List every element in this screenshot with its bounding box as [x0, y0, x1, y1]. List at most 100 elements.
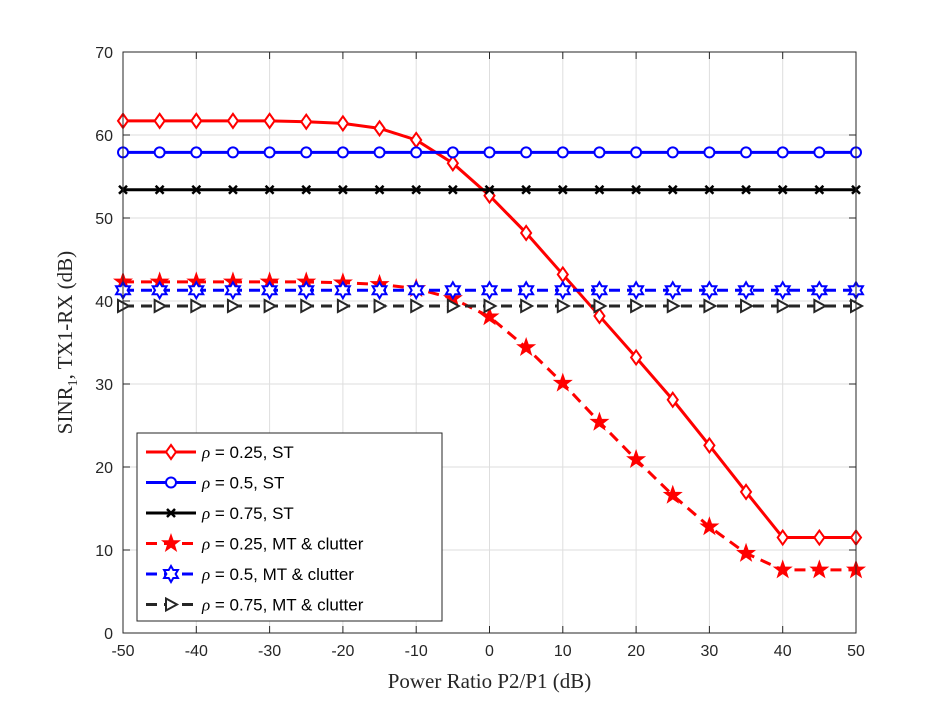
data-point-marker [704, 184, 715, 195]
data-point-marker [627, 280, 645, 301]
y-tick-label: 20 [95, 460, 113, 477]
data-point-marker [520, 298, 535, 314]
legend-item-5: ρ = 0.5, MT & clutter [146, 563, 354, 585]
data-point-marker [813, 298, 828, 314]
data-point-marker [813, 528, 826, 547]
data-point-marker [516, 336, 537, 356]
data-point-marker [224, 280, 242, 301]
legend-item-3: ρ = 0.75, ST [146, 504, 294, 523]
series-line [123, 280, 856, 572]
data-point-marker [774, 280, 792, 301]
data-point-marker [593, 146, 606, 159]
data-point-marker [153, 298, 168, 314]
data-point-marker [556, 146, 569, 159]
data-point-marker [814, 184, 825, 195]
data-point-marker [373, 119, 386, 138]
data-point-marker [519, 224, 533, 242]
data-point-marker [336, 114, 350, 133]
x-tick-label: -40 [185, 643, 208, 660]
data-point-marker [264, 184, 275, 195]
legend-label-text: = 0.25, ST [210, 443, 294, 462]
data-point-marker [520, 146, 533, 159]
data-point-marker [700, 280, 719, 301]
data-point-marker [165, 596, 180, 613]
data-point-marker [300, 298, 315, 314]
data-point-marker [336, 298, 351, 314]
data-point-marker [187, 280, 205, 301]
data-point-marker [517, 280, 535, 301]
x-tick-label: -10 [405, 643, 428, 660]
legend-label-symbol: ρ [201, 535, 210, 554]
data-point-marker [740, 146, 753, 159]
data-point-marker [150, 280, 169, 301]
data-point-marker [630, 146, 643, 159]
data-point-marker [447, 184, 458, 195]
data-point-marker [480, 280, 499, 301]
data-point-marker [703, 436, 716, 455]
data-point-marker [336, 146, 349, 159]
data-point-marker [165, 476, 177, 489]
data-point-marker [703, 146, 716, 159]
data-point-marker [411, 184, 422, 195]
data-point-marker [740, 298, 755, 314]
legend-item-1: ρ = 0.25, ST [146, 443, 294, 462]
legend-label: ρ = 0.75, MT & clutter [201, 596, 364, 615]
legend-label-symbol: ρ [201, 565, 210, 584]
data-point-marker [552, 372, 573, 392]
legend-label-symbol: ρ [201, 596, 210, 615]
data-point-marker [594, 184, 605, 195]
data-point-marker [554, 280, 572, 301]
data-point-marker [153, 146, 166, 159]
legend-item-4: ρ = 0.25, MT & clutter [146, 532, 364, 554]
y-tick-label: 70 [95, 45, 113, 62]
data-point-marker [228, 184, 238, 195]
data-point-marker [483, 146, 496, 159]
data-point-marker [263, 112, 276, 130]
data-point-marker [446, 298, 461, 314]
data-point-marker [699, 516, 720, 536]
data-point-marker [373, 298, 388, 314]
legend-label-text: = 0.25, MT & clutter [210, 535, 364, 554]
data-point-marker [338, 184, 348, 195]
data-point-marker [334, 280, 352, 301]
data-point-marker [374, 184, 385, 195]
data-point-marker [484, 184, 495, 195]
data-point-marker [153, 112, 166, 130]
data-point-marker [629, 348, 643, 367]
x-axis-title: Power Ratio P2/P1 (dB) [388, 669, 592, 693]
data-point-marker [166, 508, 176, 518]
legend-label-symbol: ρ [201, 443, 210, 462]
data-point-marker [263, 146, 276, 159]
axis-ticks [122, 51, 857, 634]
data-point-marker [300, 146, 313, 159]
data-point-marker [664, 280, 682, 301]
y-tick-label: 60 [95, 128, 113, 145]
data-point-marker [301, 184, 312, 195]
legend-item-6: ρ = 0.75, MT & clutter [146, 596, 364, 615]
legend-label: ρ = 0.25, ST [201, 443, 294, 462]
data-point-marker [557, 184, 568, 195]
x-tick-label: 10 [554, 643, 572, 660]
data-point-marker [703, 298, 718, 314]
data-point-marker [666, 146, 679, 159]
data-point-marker [666, 298, 681, 314]
legend-label: ρ = 0.5, MT & clutter [201, 565, 354, 584]
data-point-marker [191, 184, 202, 195]
x-tick-label: 0 [485, 643, 494, 660]
data-point-marker [444, 280, 462, 301]
data-point-marker [297, 280, 315, 301]
data-point-marker [741, 184, 751, 195]
data-point-marker [154, 184, 165, 195]
data-point-marker [190, 298, 205, 314]
x-tick-label: 50 [847, 643, 865, 660]
x-tick-label: 20 [627, 643, 645, 660]
data-point-marker [737, 280, 755, 301]
data-point-marker [479, 306, 500, 326]
y-axis-title: SINR1, TX1-RX (dB) [53, 251, 81, 434]
x-tick-label: -50 [111, 643, 134, 660]
data-point-marker [164, 443, 178, 461]
x-tick-label: 30 [701, 643, 719, 660]
data-point-marker [410, 146, 423, 159]
y-tick-label: 50 [95, 211, 113, 228]
